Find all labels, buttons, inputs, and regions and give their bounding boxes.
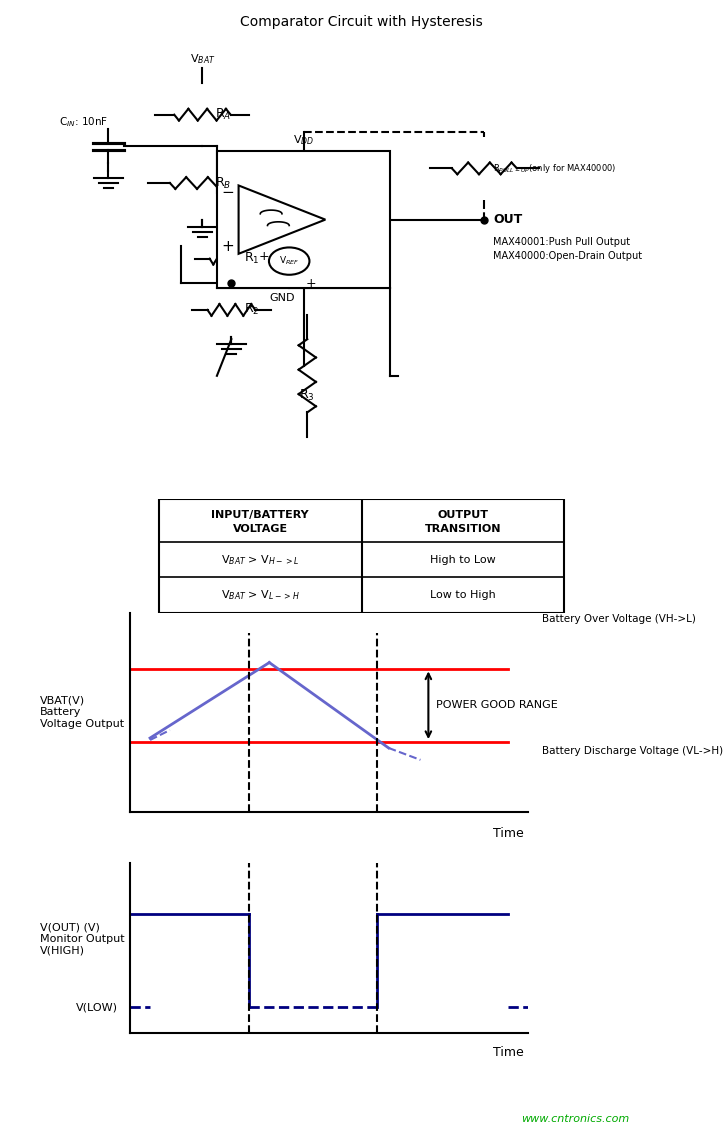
Text: −: − [221, 185, 234, 200]
Text: R$_{PULL-UP}$(only for MAX40000): R$_{PULL-UP}$(only for MAX40000) [493, 162, 616, 175]
Bar [159, 499, 564, 613]
Text: MAX40001:Push Pull Output: MAX40001:Push Pull Output [493, 236, 630, 246]
Text: +: + [306, 277, 316, 289]
Text: INPUT/BATTERY
VOLTAGE: INPUT/BATTERY VOLTAGE [211, 511, 309, 533]
Text: OUT: OUT [493, 213, 522, 226]
Text: Battery Over Voltage (VH->L): Battery Over Voltage (VH->L) [542, 614, 696, 623]
Text: Battery Discharge Voltage (VL->H): Battery Discharge Voltage (VL->H) [542, 747, 723, 756]
Text: Time: Time [492, 1046, 523, 1059]
Text: R$_2$: R$_2$ [244, 302, 260, 318]
Text: V(LOW): V(LOW) [76, 1002, 118, 1012]
Text: MAX40000:Open-Drain Output: MAX40000:Open-Drain Output [493, 251, 642, 261]
Text: OUTPUT
TRANSITION: OUTPUT TRANSITION [424, 511, 501, 533]
Text: R$_1$: R$_1$ [244, 251, 260, 267]
Text: V$_{REF}$: V$_{REF}$ [279, 255, 299, 268]
Text: V$_{BAT}$: V$_{BAT}$ [189, 52, 215, 66]
Text: +: + [221, 239, 234, 254]
Text: V$_{BAT}$ > V$_{L->H}$: V$_{BAT}$ > V$_{L->H}$ [221, 588, 299, 603]
Text: C$_{IN}$: 10nF: C$_{IN}$: 10nF [59, 115, 108, 129]
Text: POWER GOOD RANGE: POWER GOOD RANGE [437, 700, 558, 711]
Text: Time: Time [492, 827, 523, 840]
Text: R$_A$: R$_A$ [215, 107, 231, 123]
Text: Comparator Circuit with Hysteresis: Comparator Circuit with Hysteresis [240, 15, 483, 28]
Text: R$_3$: R$_3$ [299, 388, 315, 403]
Text: V$_{BAT}$ > V$_{H->L}$: V$_{BAT}$ > V$_{H->L}$ [221, 554, 299, 568]
Text: High to Low: High to Low [430, 555, 495, 565]
Text: VBAT(V)
Battery
Voltage Output: VBAT(V) Battery Voltage Output [40, 696, 124, 729]
Text: www.cntronics.com: www.cntronics.com [521, 1113, 629, 1124]
Bar [217, 151, 390, 288]
Text: GND: GND [269, 293, 295, 303]
Text: V$_{DD}$: V$_{DD}$ [293, 134, 315, 148]
Text: Low to High: Low to High [430, 590, 495, 600]
Text: V(OUT) (V)
Monitor Output
V(HIGH): V(OUT) (V) Monitor Output V(HIGH) [40, 923, 125, 956]
Text: +: + [259, 250, 269, 262]
Text: R$_B$: R$_B$ [215, 176, 232, 191]
